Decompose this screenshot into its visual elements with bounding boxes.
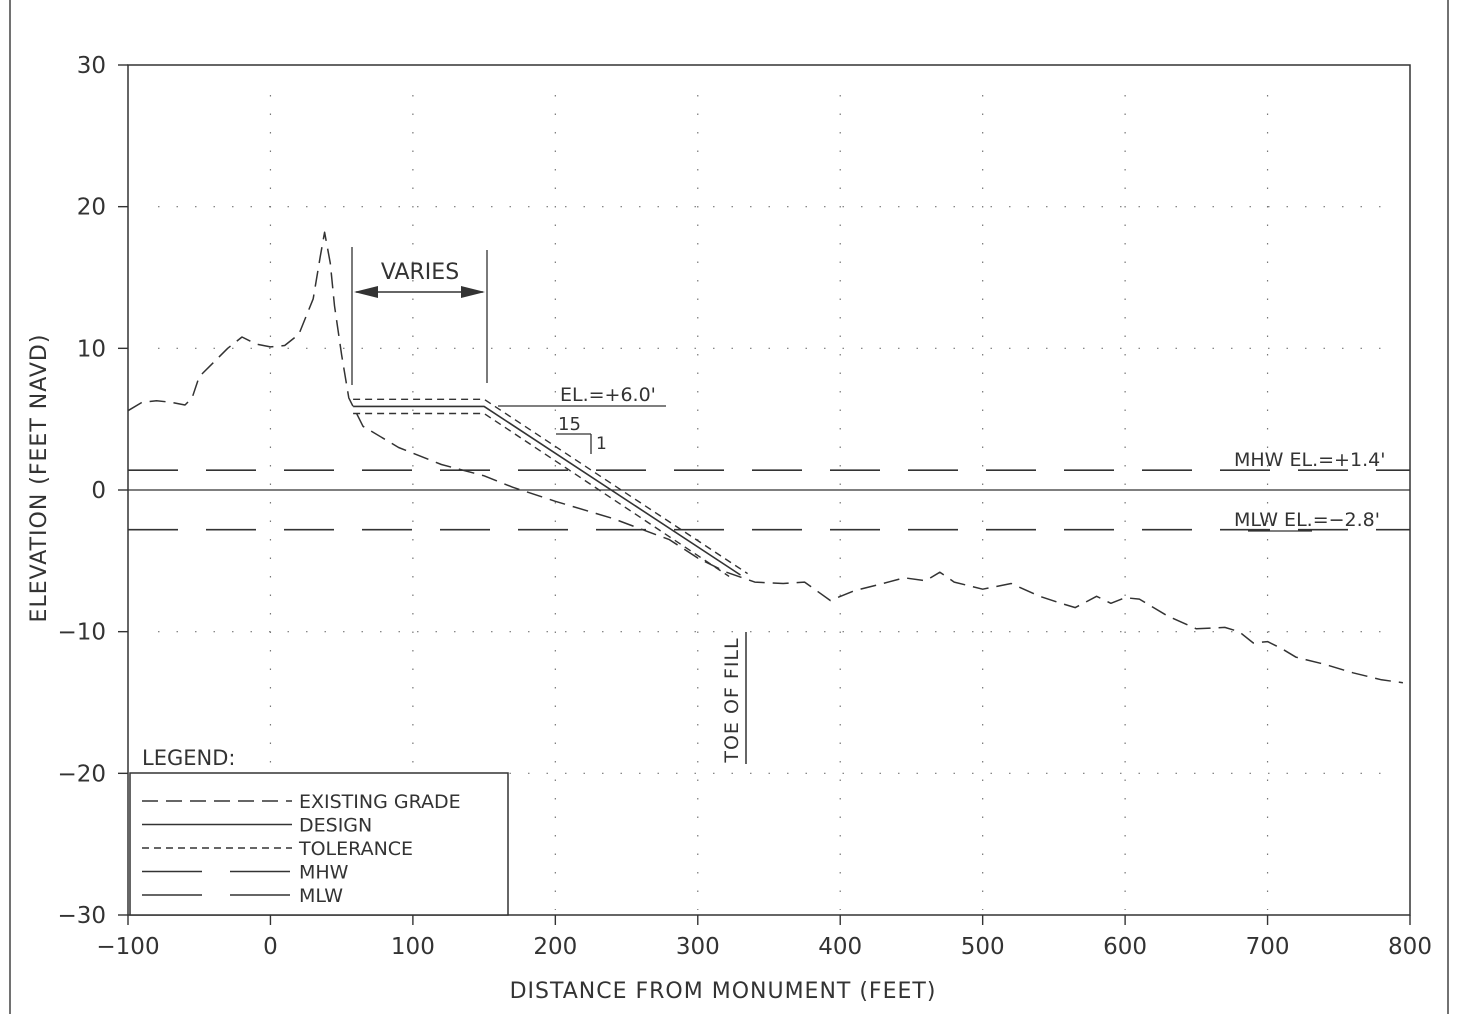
varies-dimension: VARIES xyxy=(351,247,488,385)
slope-run-label: 15 xyxy=(558,414,581,435)
varies-arrow-left-icon xyxy=(354,286,378,298)
elevation-label: EL.=+6.0' xyxy=(560,384,656,406)
y-tick-label: −10 xyxy=(57,620,106,646)
x-axis-label: DISTANCE FROM MONUMENT (FEET) xyxy=(510,979,937,1004)
x-tick-label: 100 xyxy=(391,934,435,960)
y-tick-label: 20 xyxy=(77,195,106,221)
legend-item-label: MHW xyxy=(299,862,349,884)
y-tick-label: −30 xyxy=(57,903,106,929)
slope-indicator: 15 1 xyxy=(556,414,607,454)
x-tick-label: 0 xyxy=(263,934,278,960)
y-axis-label: ELEVATION (FEET NAVD) xyxy=(27,334,52,623)
mhw-annotation: MHW EL.=+1.4' xyxy=(1234,449,1385,471)
series-tolerance xyxy=(353,398,748,575)
x-tick-label: 600 xyxy=(1103,934,1147,960)
x-tick-label: 200 xyxy=(533,934,577,960)
x-tick-label: −100 xyxy=(96,934,159,960)
varies-arrow-right-icon xyxy=(461,286,485,298)
varies-label: VARIES xyxy=(381,260,459,285)
toe-of-fill-label: TOE OF FILL xyxy=(721,637,743,763)
legend: LEGEND: EXISTING GRADEDESIGNTOLERANCEMHW… xyxy=(129,746,509,916)
series-existing-grade xyxy=(127,231,1404,684)
toe-of-fill-annotation: TOE OF FILL xyxy=(721,632,747,764)
legend-item-label: TOLERANCE xyxy=(298,838,413,860)
y-tick-label: 0 xyxy=(91,478,106,504)
elevation-annotation: EL.=+6.0' xyxy=(498,384,666,407)
y-tick-label: 30 xyxy=(77,53,106,79)
legend-item-label: EXISTING GRADE xyxy=(299,791,461,813)
mhw-label: MHW EL.=+1.4' xyxy=(1234,449,1385,471)
mlw-label: MLW EL.=−2.8' xyxy=(1234,509,1380,531)
axis-ticks: −100 0 100 200 300 400 500 600 700 8003020100−10−… xyxy=(57,53,1432,960)
series-tolerance xyxy=(353,412,730,577)
x-tick-label: 500 xyxy=(961,934,1005,960)
legend-item-label: MLW xyxy=(299,885,343,907)
legend-item-label: DESIGN xyxy=(299,815,372,837)
x-tick-label: 400 xyxy=(818,934,862,960)
series-design xyxy=(353,405,741,576)
y-tick-label: 10 xyxy=(77,336,106,362)
y-tick-label: −20 xyxy=(57,761,106,787)
x-tick-label: 800 xyxy=(1388,934,1432,960)
slope-rise-label: 1 xyxy=(596,434,607,454)
series xyxy=(127,231,1410,684)
x-tick-label: 700 xyxy=(1246,934,1290,960)
legend-box xyxy=(129,772,509,916)
x-tick-label: 300 xyxy=(676,934,720,960)
legend-title: LEGEND: xyxy=(142,746,235,770)
mlw-annotation: MLW EL.=−2.8' xyxy=(1234,509,1380,532)
